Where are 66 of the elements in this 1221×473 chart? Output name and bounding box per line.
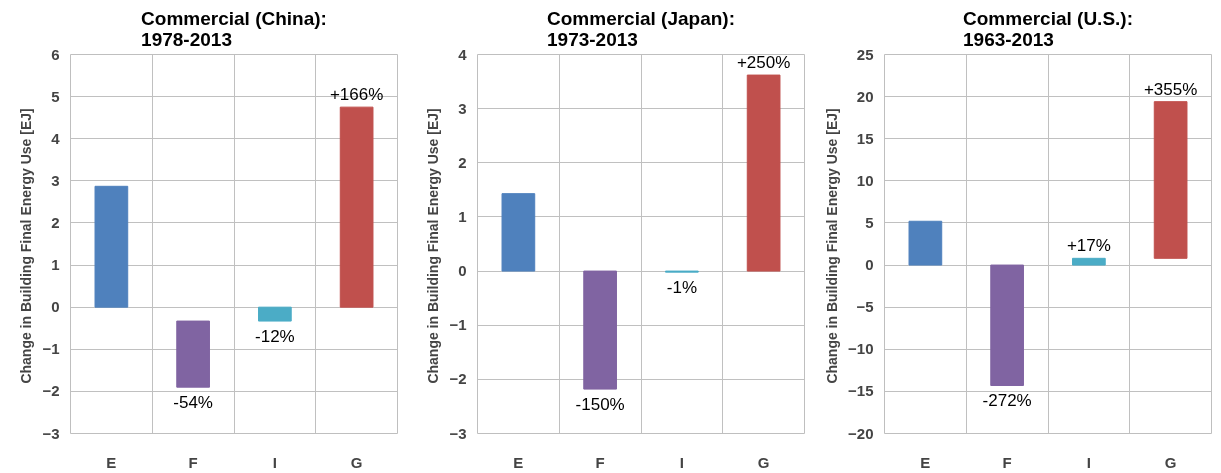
y-tick-label: −5 — [856, 298, 874, 316]
y-tick-label: −1 — [449, 316, 467, 334]
y-tick-label: 4 — [51, 129, 61, 147]
bar — [94, 185, 129, 308]
y-tick-label: −15 — [848, 382, 874, 400]
annotation: +355% — [1143, 79, 1198, 99]
y-tick-label: 1 — [458, 207, 467, 225]
y-tick-label: −3 — [449, 424, 467, 442]
y-tick-label: 5 — [865, 213, 874, 231]
x-tick-label: E — [513, 453, 524, 471]
y-tick-label: 6 — [51, 45, 60, 63]
bar — [501, 193, 536, 272]
chart-title: Commercial (China): 1978-2013 — [141, 7, 327, 50]
bar — [339, 106, 374, 308]
y-tick-label: 2 — [458, 153, 467, 171]
y-tick-label: −3 — [42, 424, 60, 442]
x-tick-label: F — [595, 453, 605, 471]
y-tick-label: 10 — [856, 171, 874, 189]
y-tick-label: 5 — [51, 87, 60, 105]
x-tick-label: G — [350, 453, 363, 471]
bar — [908, 220, 943, 266]
bar — [1072, 257, 1106, 266]
y-tick-label: 4 — [458, 45, 468, 63]
y-tick-label: 0 — [458, 262, 467, 280]
y-tick-label: −20 — [848, 424, 874, 442]
y-tick-label: 3 — [458, 99, 467, 117]
annotation: -150% — [575, 395, 625, 415]
x-tick-label: I — [272, 453, 277, 471]
x-tick-label: G — [1164, 453, 1177, 471]
bar — [258, 306, 292, 322]
y-axis-title: Change in Building Final Energy Use [EJ] — [425, 108, 442, 384]
x-tick-label: F — [1002, 453, 1012, 471]
y-tick-label: 0 — [51, 298, 60, 316]
annotation: -54% — [173, 393, 213, 413]
x-tick-label: E — [920, 453, 931, 471]
annotation: -1% — [666, 278, 697, 298]
y-tick-label: −1 — [42, 340, 60, 358]
y-tick-label: 15 — [856, 129, 874, 147]
y-tick-label: −2 — [42, 382, 60, 400]
x-tick-label: F — [188, 453, 198, 471]
y-axis-title: Change in Building Final Energy Use [EJ] — [18, 108, 35, 384]
annotation: +166% — [329, 85, 384, 105]
x-tick-label: G — [757, 453, 770, 471]
x-tick-label: I — [679, 453, 684, 471]
y-tick-label: 2 — [51, 213, 60, 231]
chart-title: Commercial (U.S.): 1963-2013 — [963, 7, 1133, 50]
bar — [1153, 101, 1188, 259]
y-tick-label: 1 — [51, 256, 60, 274]
bar — [990, 264, 1024, 386]
bar — [176, 320, 210, 388]
y-tick-label: −10 — [848, 340, 874, 358]
annotation: -12% — [255, 327, 295, 347]
y-tick-label: 0 — [865, 256, 874, 274]
annotation: +17% — [1066, 236, 1111, 256]
x-tick-label: E — [106, 453, 117, 471]
bar — [746, 74, 781, 272]
bar — [583, 270, 617, 390]
y-tick-label: 25 — [856, 45, 874, 63]
y-tick-label: 3 — [51, 171, 60, 189]
y-tick-label: 20 — [856, 87, 874, 105]
y-axis-title: Change in Building Final Energy Use [EJ] — [824, 108, 841, 384]
annotation: +250% — [736, 53, 791, 73]
annotation: -272% — [982, 391, 1032, 411]
x-tick-label: I — [1086, 453, 1091, 471]
chart-title: Commercial (Japan): 1973-2013 — [547, 7, 735, 50]
y-tick-label: −2 — [449, 370, 467, 388]
